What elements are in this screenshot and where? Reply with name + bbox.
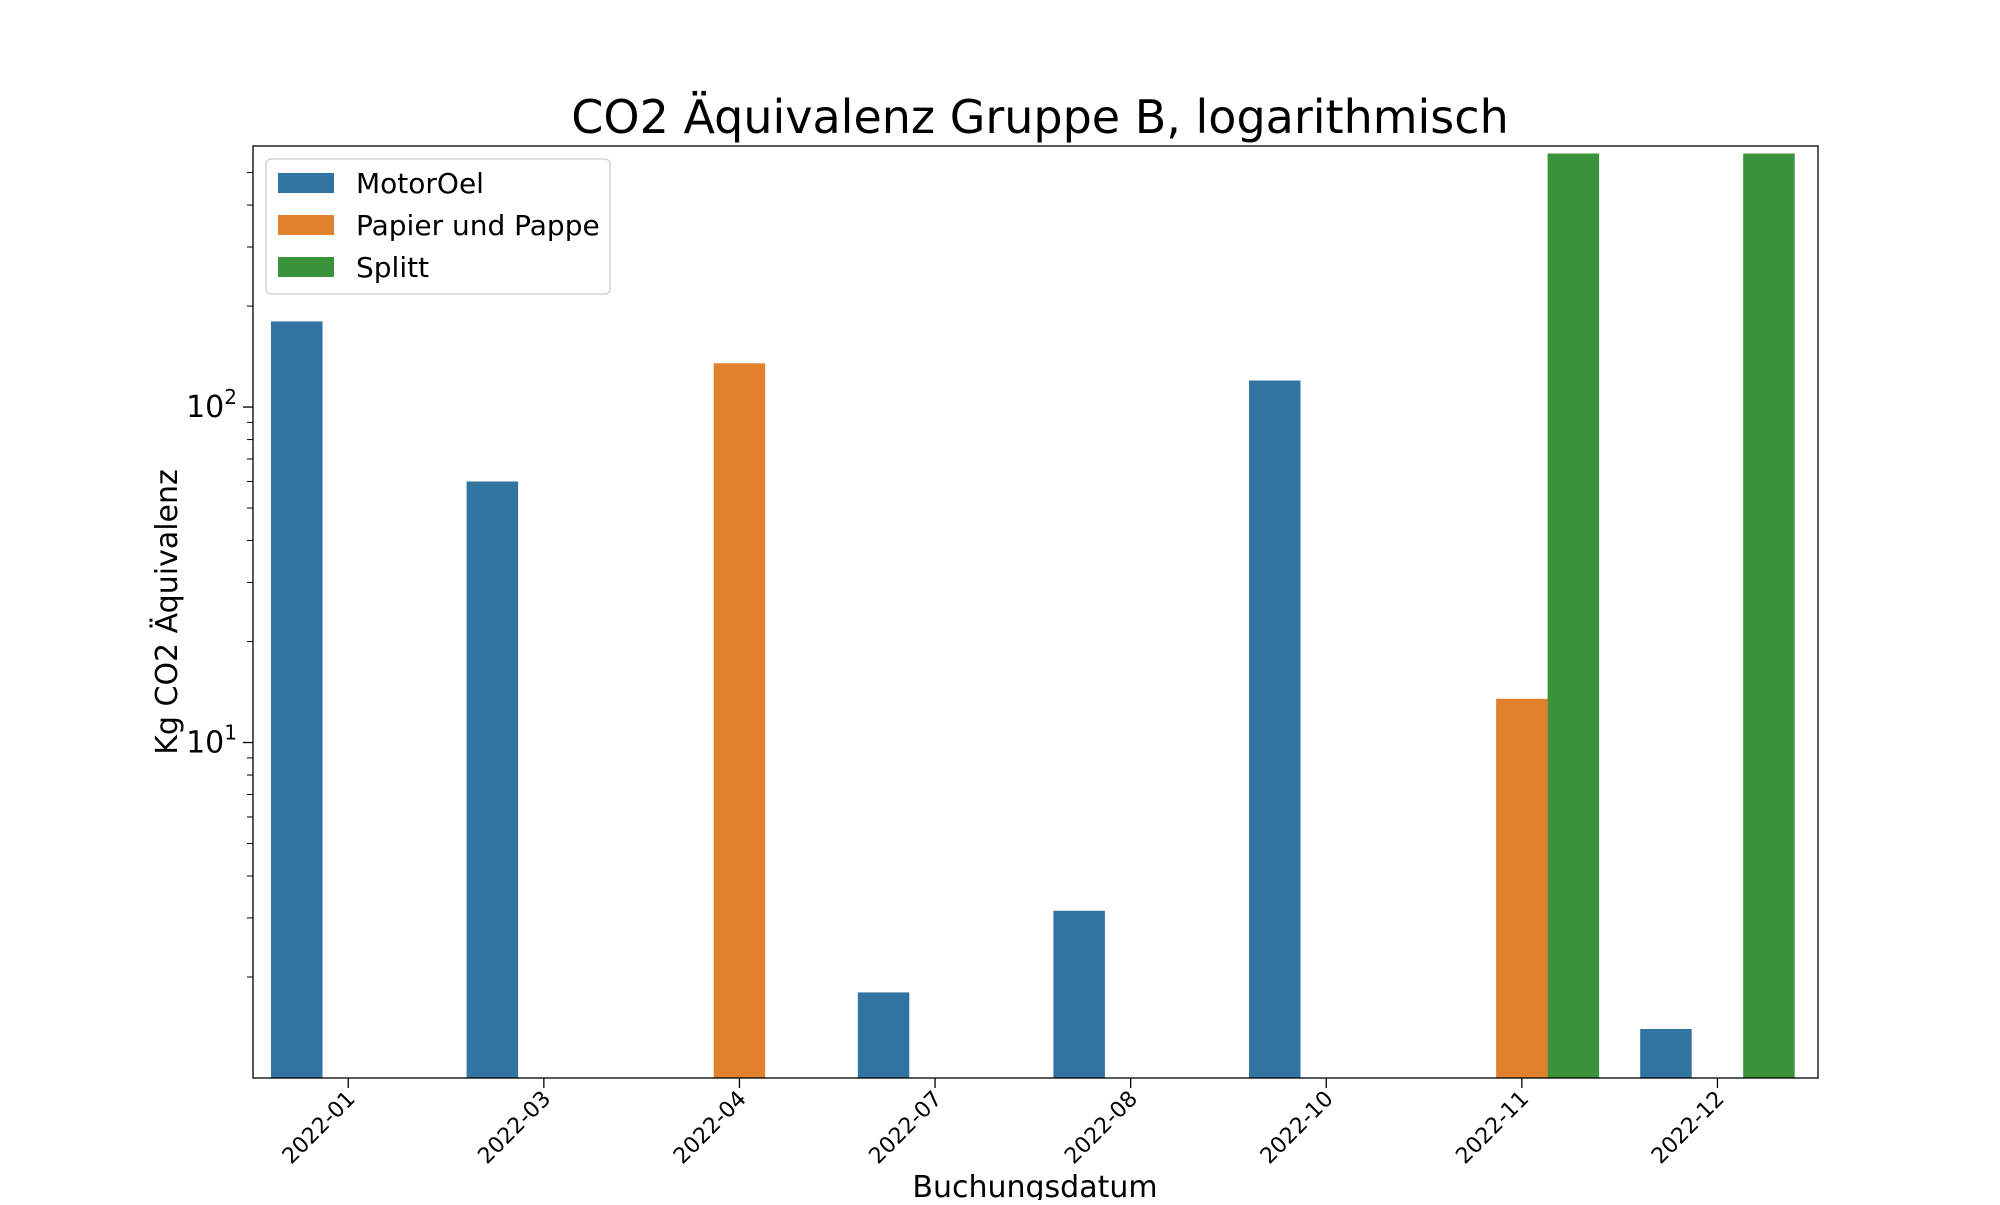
bars-group xyxy=(271,153,1795,1078)
bar-papier-und-pappe-2022-04 xyxy=(713,363,766,1078)
bar-motoroel-2022-12 xyxy=(1640,1029,1692,1078)
y-axis-label: Kg CO2 Äquivalenz xyxy=(149,469,185,755)
y-tick-label: 101 xyxy=(186,721,237,761)
y-axis-ticks: 101 102 xyxy=(186,172,253,978)
bar-motoroel-2022-03 xyxy=(466,481,519,1078)
legend-swatch xyxy=(278,215,334,235)
legend-swatch xyxy=(278,257,334,277)
x-tick-label: 2022-08 xyxy=(1060,1087,1143,1170)
x-tick-label: 2022-10 xyxy=(1256,1087,1339,1170)
x-tick-label: 2022-12 xyxy=(1647,1087,1730,1170)
bar-papier-und-pappe-2022-11 xyxy=(1496,698,1548,1078)
bar-motoroel-2022-10 xyxy=(1249,380,1301,1078)
x-tick-label: 2022-11 xyxy=(1451,1087,1534,1170)
bar-motoroel-2022-01 xyxy=(271,321,323,1078)
plot-frame xyxy=(252,145,1819,1079)
bar-motoroel-2022-07 xyxy=(857,992,910,1078)
chart-title: CO2 Äquivalenz Gruppe B, logarithmisch xyxy=(571,90,1508,144)
legend-label: Splitt xyxy=(356,251,429,284)
legend-swatch xyxy=(278,173,334,193)
x-tick-label: 2022-01 xyxy=(278,1087,361,1170)
x-axis-ticks: 2022-01 2022-03 2022-04 2022-07 2022-08 2022-… xyxy=(278,1078,1730,1169)
y-tick-label: 102 xyxy=(186,385,237,425)
bar-splitt-2022-11 xyxy=(1547,153,1600,1078)
legend-label: MotorOel xyxy=(356,167,484,200)
legend-frame xyxy=(265,158,611,295)
x-axis-label: Buchungsdatum xyxy=(912,1170,1157,1200)
x-tick-label: 2022-07 xyxy=(865,1087,948,1170)
legend-label: Papier und Pappe xyxy=(356,209,600,242)
x-tick-label: 2022-04 xyxy=(669,1087,752,1170)
bar-splitt-2022-12 xyxy=(1743,153,1795,1078)
bar-motoroel-2022-08 xyxy=(1053,910,1105,1078)
legend: MotorOel Papier und Pappe Splitt xyxy=(265,158,611,295)
x-tick-label: 2022-03 xyxy=(473,1087,556,1170)
